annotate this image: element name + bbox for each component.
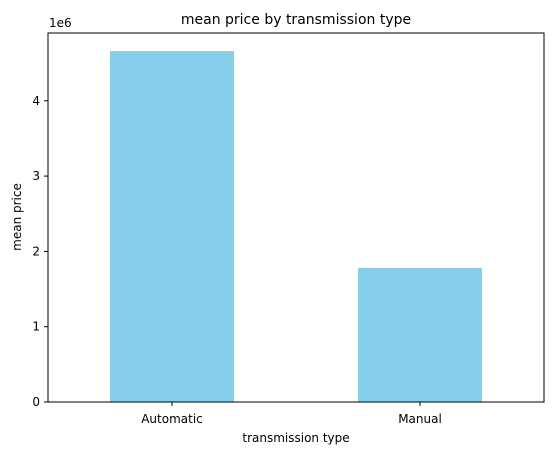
x-axis-label: transmission type: [242, 431, 349, 445]
plot-frame: [47, 32, 545, 403]
bars-group: [110, 51, 482, 402]
y-tick-label: 3: [32, 169, 40, 183]
x-axis: Automatic Manual: [141, 402, 442, 426]
y-axis-offset-label: 1e6: [49, 16, 72, 30]
y-axis: 0 1 2 3 4: [32, 94, 48, 409]
y-axis-label: mean price: [10, 183, 24, 251]
x-tick-label: Manual: [398, 412, 442, 426]
bar-manual: [358, 267, 482, 402]
y-tick-label: 1: [32, 320, 40, 334]
chart-title: mean price by transmission type: [181, 12, 411, 28]
x-tick-label: Automatic: [141, 412, 203, 426]
y-tick-label: 2: [32, 244, 40, 258]
bar-automatic: [110, 51, 234, 402]
y-tick-label: 4: [32, 94, 40, 108]
y-tick-label: 0: [32, 395, 40, 409]
